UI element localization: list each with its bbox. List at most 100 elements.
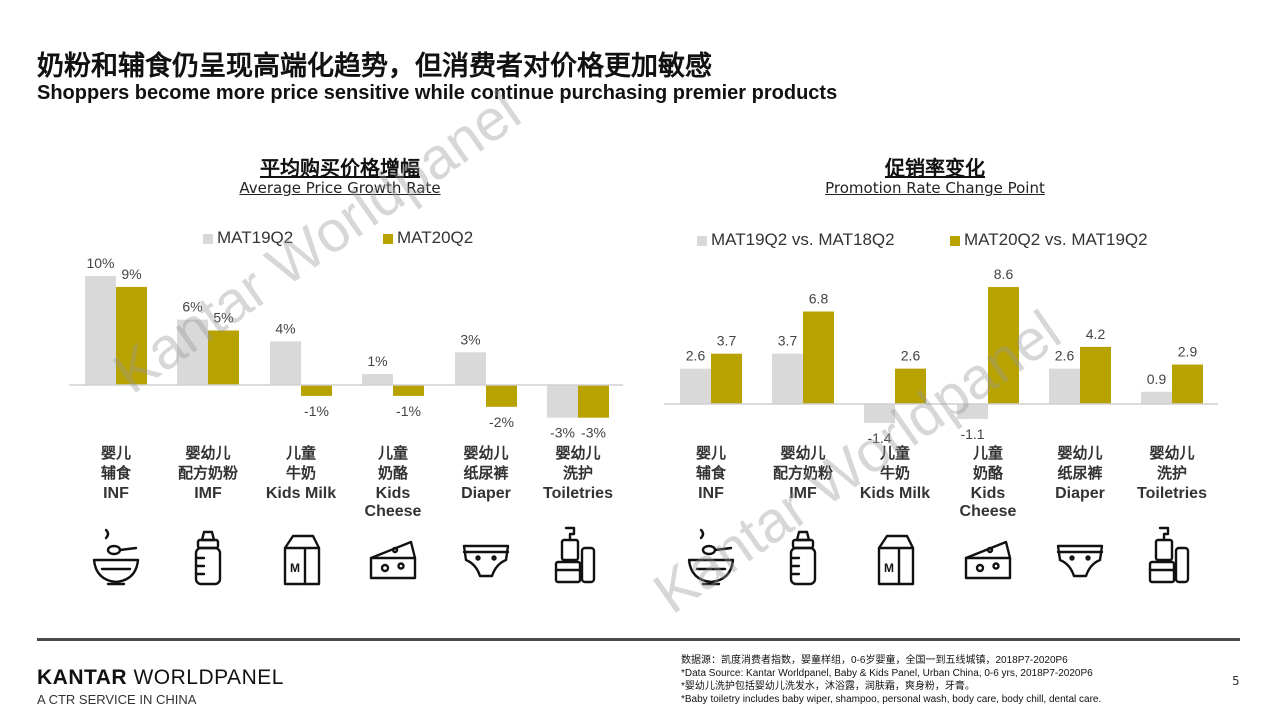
cheese-icon (369, 540, 417, 580)
category-label-en: Diaper (1055, 485, 1105, 502)
data-label-series1: 2.6 (686, 348, 706, 364)
data-label-series2: 2.9 (1178, 344, 1198, 360)
bar-series1 (772, 353, 803, 404)
category-label-cn1: 婴儿 (696, 444, 726, 462)
bar-series1 (85, 276, 116, 385)
bar-series1 (177, 319, 208, 385)
note-line: 数据源：凯度消费者指数，婴童样组，0-6岁婴童，全国一到五线城镇，2018P7-… (681, 655, 1068, 666)
category-label-en: INF (698, 485, 724, 502)
bar-series2 (1080, 346, 1111, 404)
data-label-series1: -1.1 (960, 426, 984, 442)
category-label-cn2: 辅食 (101, 464, 132, 482)
bar-series2 (301, 385, 332, 396)
category-label-cn2: 洗护 (563, 464, 593, 482)
data-label-series2: 5% (213, 310, 233, 326)
legend-swatch-1 (203, 234, 213, 244)
right-chart-title-en: Promotion Rate Change Point (825, 179, 1045, 197)
pump-head (1158, 526, 1170, 542)
legend-swatch-1 (697, 236, 707, 246)
cheese-hole (397, 562, 405, 570)
page-title-cn: 奶粉和辅食仍呈现高端化趋势，但消费者对价格更加敏感 (37, 51, 712, 82)
diaper-icon (1056, 544, 1104, 578)
category-label-en: Kids (971, 485, 1006, 502)
tall-bottle (580, 546, 596, 584)
note-line: *Data Source: Kantar Worldpanel, Baby & … (681, 668, 1093, 679)
category-label-cn1: 婴幼儿 (185, 444, 230, 462)
category-label-cn2: 纸尿裤 (463, 464, 508, 482)
page-number: 5 (1232, 674, 1240, 688)
left-chart-title-cn: 平均购买价格增幅 (260, 156, 420, 180)
bar-series2 (208, 330, 239, 385)
bar-series2 (711, 353, 742, 404)
category-label-cn1: 婴儿 (101, 444, 131, 462)
category-label-en: Cheese (365, 503, 422, 520)
data-label-series2: 9% (121, 266, 141, 282)
data-label-series2: -3% (581, 425, 606, 441)
brand-rest: WORLDPANEL (127, 666, 284, 689)
carton-folds (283, 546, 321, 586)
brand-tagline: A CTR SERVICE IN CHINA (37, 692, 197, 707)
category-label-en: Toiletries (543, 485, 613, 502)
data-label-series1: 1% (367, 353, 387, 369)
category-label-cn2: 洗护 (1157, 464, 1187, 482)
toiletries-icon (554, 526, 596, 584)
category-label-en: Kids Milk (266, 485, 336, 502)
carton-letter: M (884, 561, 894, 575)
bar-series1 (547, 385, 578, 418)
bar-series2 (578, 385, 609, 418)
diaper-body (462, 544, 510, 578)
bar-series1 (1141, 391, 1172, 404)
legend-label-2: MAT20Q2 (397, 228, 473, 247)
baby-bottle-icon (194, 530, 222, 586)
category-label-cn1: 儿童 (377, 444, 408, 462)
data-label-series1: -3% (550, 425, 575, 441)
legend-label-1: MAT19Q2 (217, 228, 293, 247)
category-label-cn1: 儿童 (972, 444, 1003, 462)
baby-bottle-icon (789, 530, 817, 586)
category-label-en: Diaper (461, 485, 511, 502)
cheese-hole (975, 563, 985, 573)
bar-series2 (116, 286, 147, 385)
category-label-cn2: 牛奶 (880, 464, 910, 482)
diaper-dot (475, 555, 481, 561)
category-label-cn1: 婴幼儿 (1149, 444, 1194, 462)
category-label-en: INF (103, 485, 129, 502)
data-label-series1: 10% (86, 255, 114, 271)
bowl-icon (92, 528, 140, 586)
bar-series2 (803, 311, 834, 404)
pump-head (564, 526, 576, 542)
bowl-body (92, 558, 140, 584)
tall-bottle (1174, 546, 1190, 584)
spoon-handle (713, 546, 733, 552)
bowl-icon (687, 528, 735, 586)
data-label-series1: -1.4 (867, 430, 891, 446)
brand-bold: KANTAR (37, 666, 128, 689)
brand-logo: KANTAR WORLDPANEL (37, 666, 284, 690)
data-label-series2: 6.8 (809, 291, 829, 307)
tub (554, 560, 582, 584)
right-chart-title-cn: 促销率变化 (885, 156, 985, 180)
cheese-icon (964, 540, 1012, 580)
carton-folds (877, 546, 915, 586)
carton-body (877, 534, 915, 586)
legend-label-1: MAT19Q2 vs. MAT18Q2 (711, 230, 895, 249)
pump-bottle (560, 538, 580, 562)
cheese-wedge (964, 540, 1012, 580)
note-line: *Baby toiletry includes baby wiper, sham… (681, 694, 1102, 705)
legend-swatch-2 (383, 234, 393, 244)
category-label-cn1: 婴幼儿 (555, 444, 600, 462)
diaper-dot (1085, 555, 1091, 561)
charts-canvas: MAT19Q2 MAT20Q2 10% 9% 6% 5% 4% -1% 1% -1% 3% -2% -3… (69, 228, 1218, 586)
bowl-body (687, 558, 735, 584)
bar-series2 (988, 287, 1019, 404)
cheese-hole (986, 546, 994, 554)
bar-series1 (270, 341, 301, 385)
bar-series2 (1172, 364, 1203, 404)
page-title-en: Shoppers become more price sensitive whi… (37, 82, 838, 104)
category-label-en: IMF (789, 485, 817, 502)
cheese-hole (992, 562, 1000, 570)
category-label-cn2: 配方奶粉 (773, 464, 833, 482)
data-label-series2: -1% (304, 403, 329, 419)
spoon-head (106, 544, 122, 556)
bottle-marks (789, 556, 801, 576)
